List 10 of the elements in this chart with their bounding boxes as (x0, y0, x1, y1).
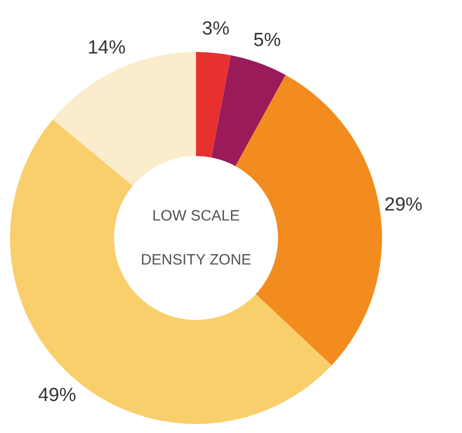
data-label: 5% (253, 30, 281, 51)
data-label: 3% (202, 18, 230, 40)
data-label: 49% (38, 385, 76, 406)
donut-slice (10, 119, 332, 424)
donut-slice (196, 52, 231, 158)
donut-slice (52, 52, 196, 186)
data-label: 29% (384, 194, 423, 216)
chart-title: LOW SCALE DENSITY ZONE (140, 208, 252, 268)
data-label: 14% (88, 37, 126, 58)
donut-slice (211, 55, 286, 166)
